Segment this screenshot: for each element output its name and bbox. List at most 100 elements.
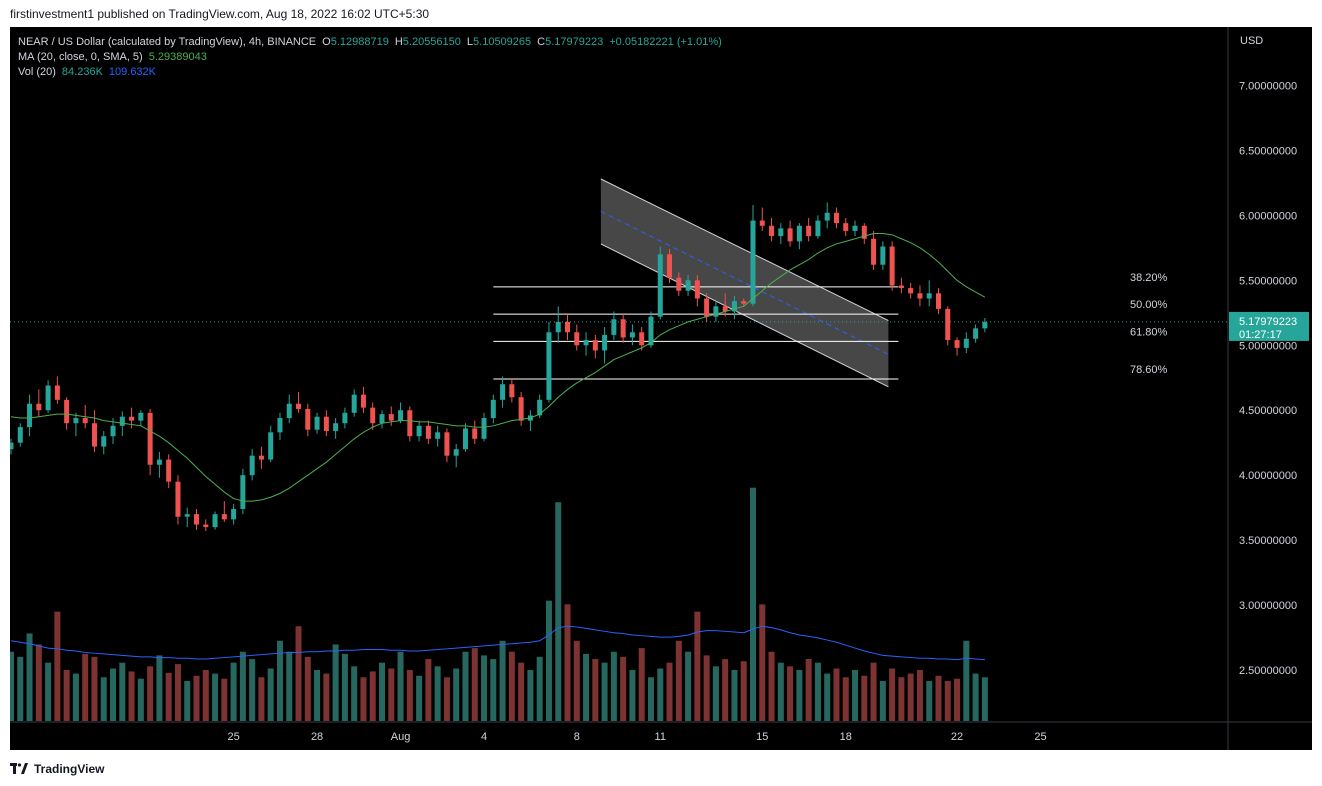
volume-bar — [360, 677, 367, 721]
volume-bar — [787, 666, 794, 721]
candle-body — [629, 332, 635, 338]
candle-body — [296, 403, 302, 409]
volume-bar — [82, 653, 89, 721]
candle-body — [138, 412, 144, 421]
chart-area[interactable]: USD 2.50000000 3.00000000 3.50000000 4.00000… — [10, 27, 1312, 750]
volume-bar — [518, 662, 525, 721]
volume-bar — [926, 680, 933, 721]
price-tick-label: 6.00000000 — [1239, 210, 1297, 222]
change-value: +0.05182221 (+1.01%) — [609, 36, 722, 48]
volume-bar — [703, 655, 710, 721]
published-text: firstinvestment1 published on TradingVie… — [10, 6, 430, 21]
volume-bar — [870, 662, 877, 721]
candle-body — [258, 455, 264, 460]
volume-bar — [304, 656, 311, 721]
volume-bar — [453, 668, 460, 721]
volume-bar — [230, 662, 237, 721]
candle-body — [555, 321, 561, 333]
symbol-label[interactable]: NEAR / US Dollar (calculated by TradingV… — [18, 36, 317, 48]
time-tick-label: 8 — [574, 731, 580, 743]
volume-bar — [722, 659, 729, 721]
volume-bar — [647, 677, 654, 721]
tradingview-logo[interactable]: TradingView — [10, 762, 104, 776]
candle-body — [54, 385, 60, 400]
volume-bar — [314, 669, 321, 721]
vol-ma-value: 109.632K — [108, 66, 157, 78]
candle-body — [156, 459, 162, 465]
volume-bar — [833, 668, 840, 721]
footer: TradingView — [0, 752, 1322, 786]
time-tick-label: 4 — [481, 731, 487, 743]
time-tick-label: 25 — [1034, 731, 1046, 743]
volume-bar — [341, 653, 348, 721]
candle-body — [963, 338, 969, 348]
candle-body — [360, 394, 366, 408]
candle-body — [787, 228, 793, 242]
volume-bar — [416, 675, 423, 721]
volume-bar — [610, 651, 617, 721]
candle-body — [166, 459, 172, 482]
channel-fill — [600, 178, 889, 387]
candle-body — [36, 403, 42, 411]
candle-body — [592, 340, 598, 351]
moving-average-line — [10, 233, 986, 502]
volume-bar — [666, 662, 673, 721]
volume-bar — [963, 640, 970, 721]
candle-body — [574, 332, 580, 346]
volume-bar — [740, 661, 747, 721]
candle-body — [852, 225, 858, 231]
candle-body — [203, 524, 209, 528]
tradingview-logo-icon — [10, 763, 28, 774]
volume-bar — [907, 673, 914, 721]
candle-body — [64, 399, 70, 424]
candle-body — [565, 321, 570, 333]
volume-bar — [351, 666, 358, 721]
candle-body — [537, 399, 543, 416]
volume-bar — [694, 611, 701, 721]
candle-body — [27, 403, 33, 428]
volume-bar — [889, 668, 896, 721]
candle-body — [91, 423, 97, 447]
candle-body — [917, 293, 923, 299]
ma-value: 5.29389043 — [148, 51, 207, 63]
candle-body — [843, 223, 849, 231]
candle-body — [416, 425, 422, 437]
candle-body — [731, 301, 737, 312]
candle-body — [129, 416, 135, 421]
price-axis-panel — [1228, 27, 1312, 750]
candle-body — [926, 293, 932, 299]
volume-bar — [527, 669, 534, 721]
volume-bar — [425, 659, 432, 721]
fib-level-label: 50.00% — [1130, 299, 1168, 311]
candle-body — [898, 285, 904, 289]
candle-body — [221, 514, 227, 520]
volume-bar — [490, 659, 497, 721]
candle-body — [880, 246, 886, 265]
candle-body — [435, 432, 441, 439]
candle-body — [685, 280, 691, 291]
volume-bar — [119, 662, 126, 721]
price-chart[interactable]: USD 2.50000000 3.00000000 3.50000000 4.00000… — [10, 27, 1312, 750]
candle-body — [286, 403, 292, 419]
vol-value: 84.236K — [61, 66, 103, 78]
volume-bar — [601, 662, 608, 721]
volume-bar — [26, 633, 33, 721]
volume-bar — [768, 651, 775, 721]
candle-body — [370, 407, 376, 424]
volume-bar — [462, 651, 469, 721]
volume-bar — [824, 673, 831, 721]
legend-symbol-row: NEAR / US Dollar (calculated by TradingV… — [18, 35, 722, 50]
high-key: H — [394, 36, 403, 48]
candle-body — [212, 514, 218, 528]
volume-bar — [258, 677, 265, 721]
vol-label[interactable]: Vol (20) — [18, 66, 56, 78]
ma-label[interactable]: MA (20, close, 0, SMA, 5) — [18, 51, 143, 63]
volume-bar — [137, 678, 144, 721]
candle-body — [333, 423, 339, 432]
candle-body — [908, 288, 914, 294]
candle-body — [602, 334, 608, 351]
volume-bar — [239, 651, 246, 721]
volume-bar — [332, 644, 339, 721]
candle-body — [110, 425, 116, 437]
volume-bar — [814, 662, 821, 721]
